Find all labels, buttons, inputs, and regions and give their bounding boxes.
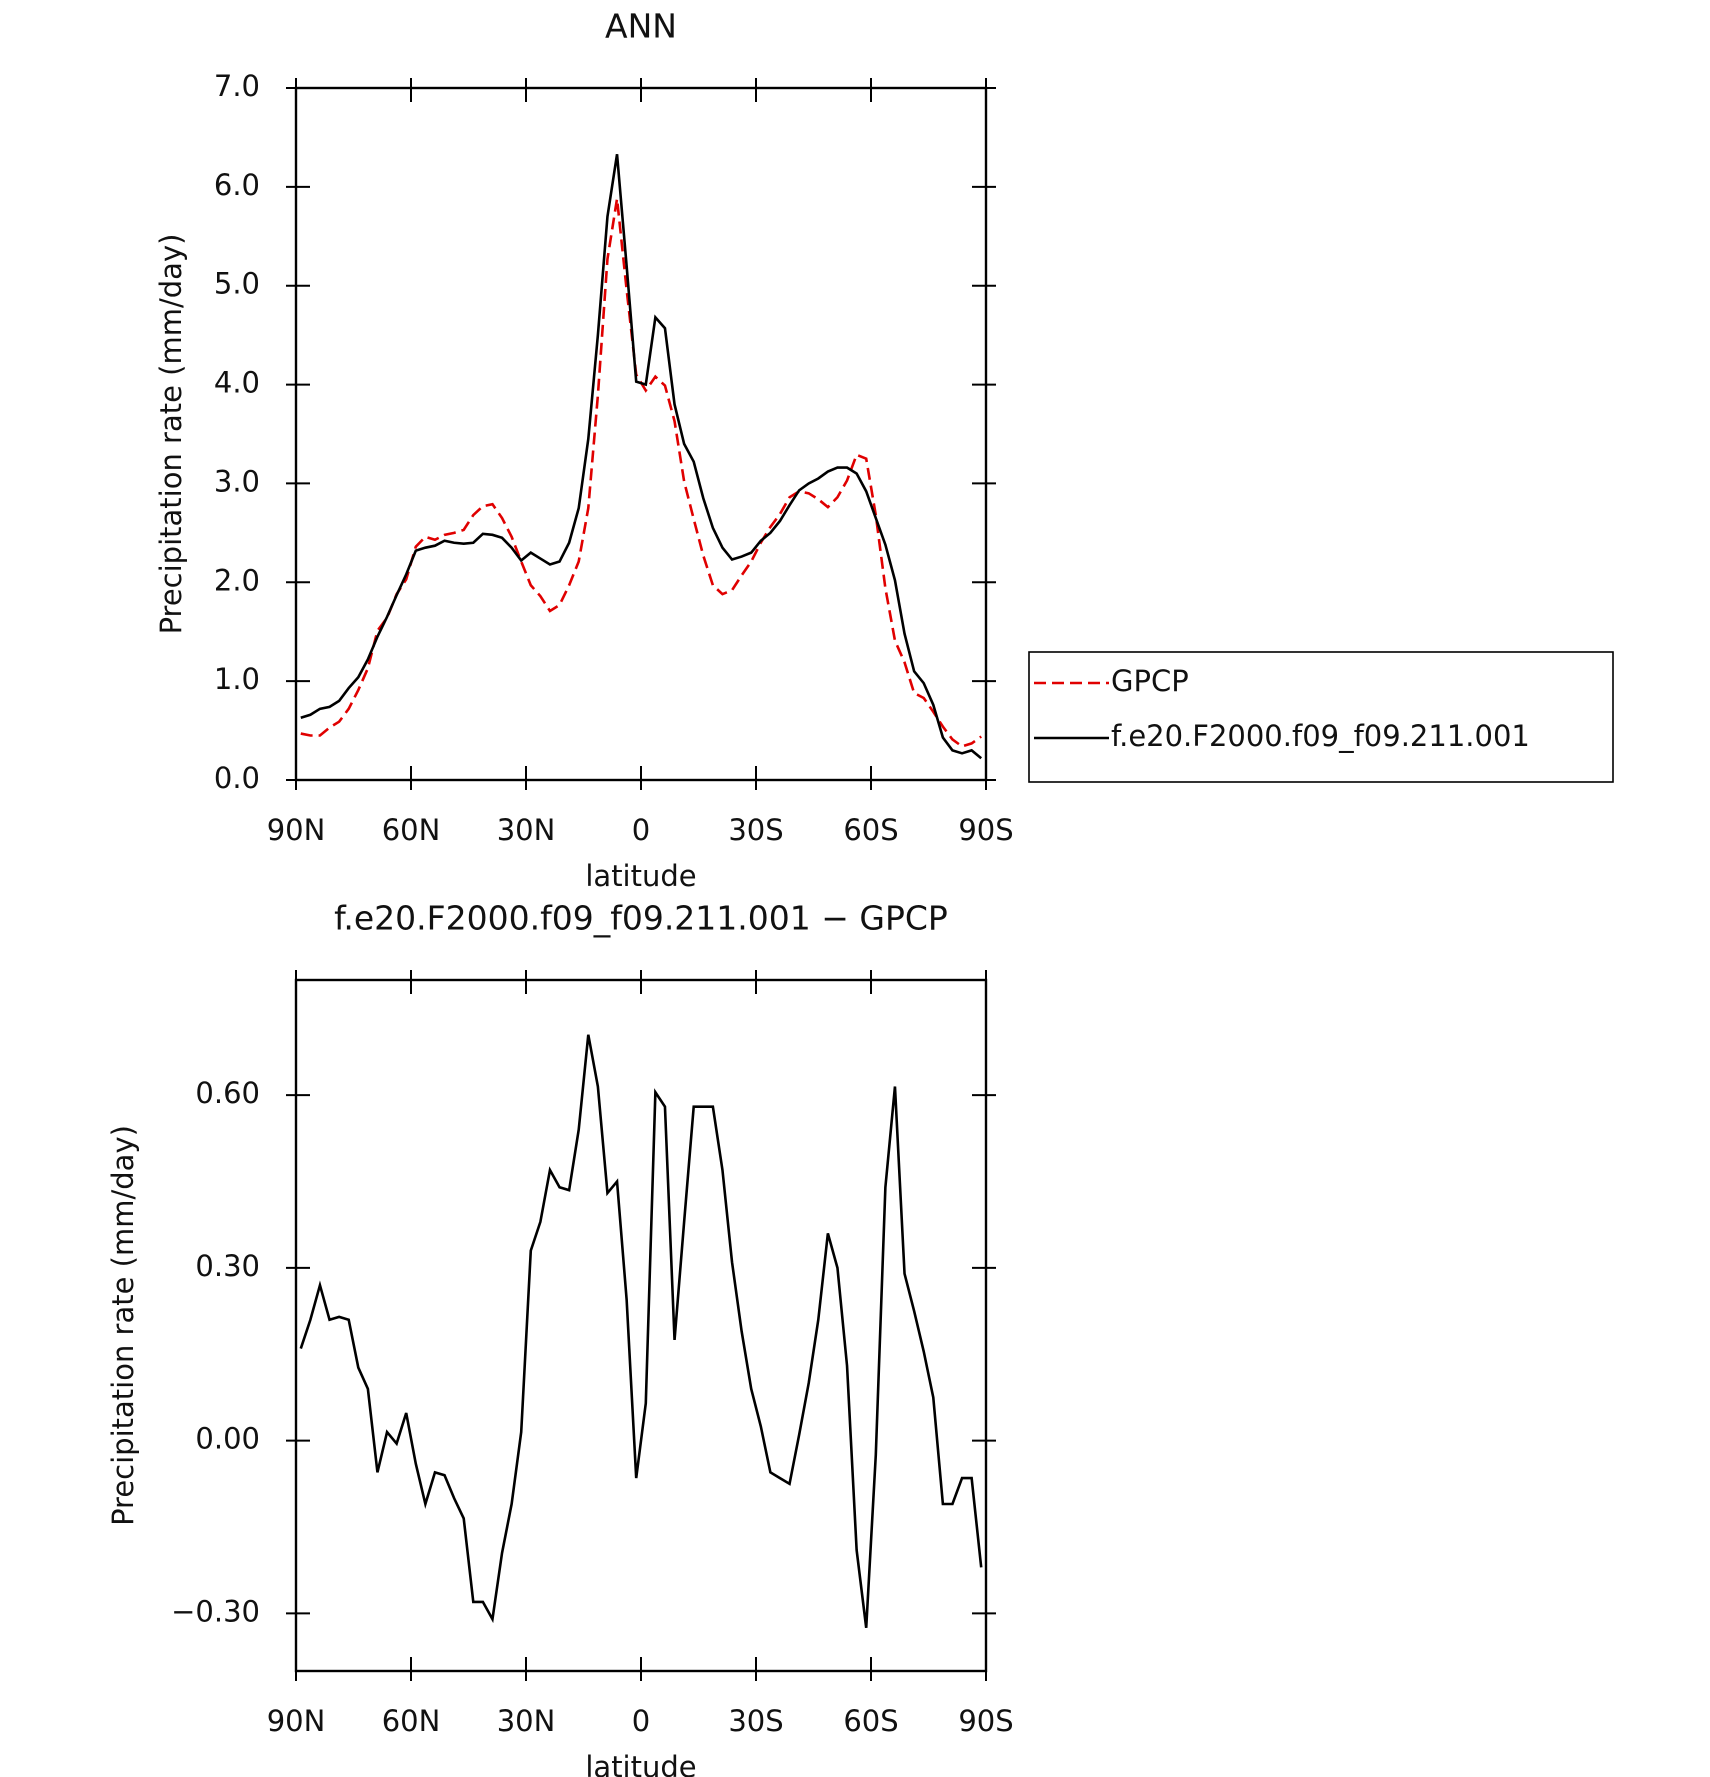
y-tick-label: 7.0 <box>214 69 260 103</box>
y-tick-label: 0.60 <box>195 1076 260 1110</box>
y-tick-label: 4.0 <box>214 366 260 400</box>
plot-frame <box>294 86 988 782</box>
x-tick-label: 0 <box>632 1704 650 1738</box>
plot-frame <box>294 978 988 1673</box>
legend-label: GPCP <box>1111 664 1189 698</box>
x-tick-label: 30S <box>728 1704 783 1738</box>
chart-title: ANN <box>605 7 677 46</box>
x-tick-label: 60N <box>382 1704 441 1738</box>
x-axis-label: latitude <box>585 1750 696 1777</box>
x-tick-label: 60S <box>843 813 898 847</box>
y-axis-label: Precipitation rate (mm/day) <box>106 1125 140 1526</box>
x-tick-label: 30N <box>497 1704 556 1738</box>
y-tick-label: 2.0 <box>214 563 260 597</box>
x-tick-label: 90S <box>958 1704 1013 1738</box>
x-axis-label: latitude <box>585 859 696 893</box>
data-line <box>299 1034 983 1628</box>
y-tick-label: 0.30 <box>195 1249 260 1283</box>
legend-label: f.e20.F2000.f09_f09.211.001 <box>1111 719 1530 753</box>
x-tick-label: 30S <box>728 813 783 847</box>
x-tick-label: 0 <box>632 813 650 847</box>
x-tick-label: 60S <box>843 1704 898 1738</box>
y-tick-label: 1.0 <box>214 662 260 696</box>
y-tick-label: 0.00 <box>195 1422 260 1456</box>
y-tick-label: 5.0 <box>214 267 260 301</box>
y-tick-label: −0.30 <box>171 1594 260 1628</box>
y-tick-label: 3.0 <box>214 464 260 498</box>
y-tick-label: 0.0 <box>214 761 260 795</box>
legend-box <box>1028 651 1614 783</box>
x-tick-label: 60N <box>382 813 441 847</box>
x-tick-label: 90S <box>958 813 1013 847</box>
y-tick-label: 6.0 <box>214 168 260 202</box>
y-axis-label: Precipitation rate (mm/day) <box>154 234 188 635</box>
x-tick-label: 30N <box>497 813 556 847</box>
chart-title: f.e20.F2000.f09_f09.211.001 − GPCP <box>334 899 948 938</box>
x-tick-label: 90N <box>267 1704 326 1738</box>
data-line <box>300 198 982 748</box>
data-line <box>300 154 983 760</box>
x-tick-label: 90N <box>267 813 326 847</box>
